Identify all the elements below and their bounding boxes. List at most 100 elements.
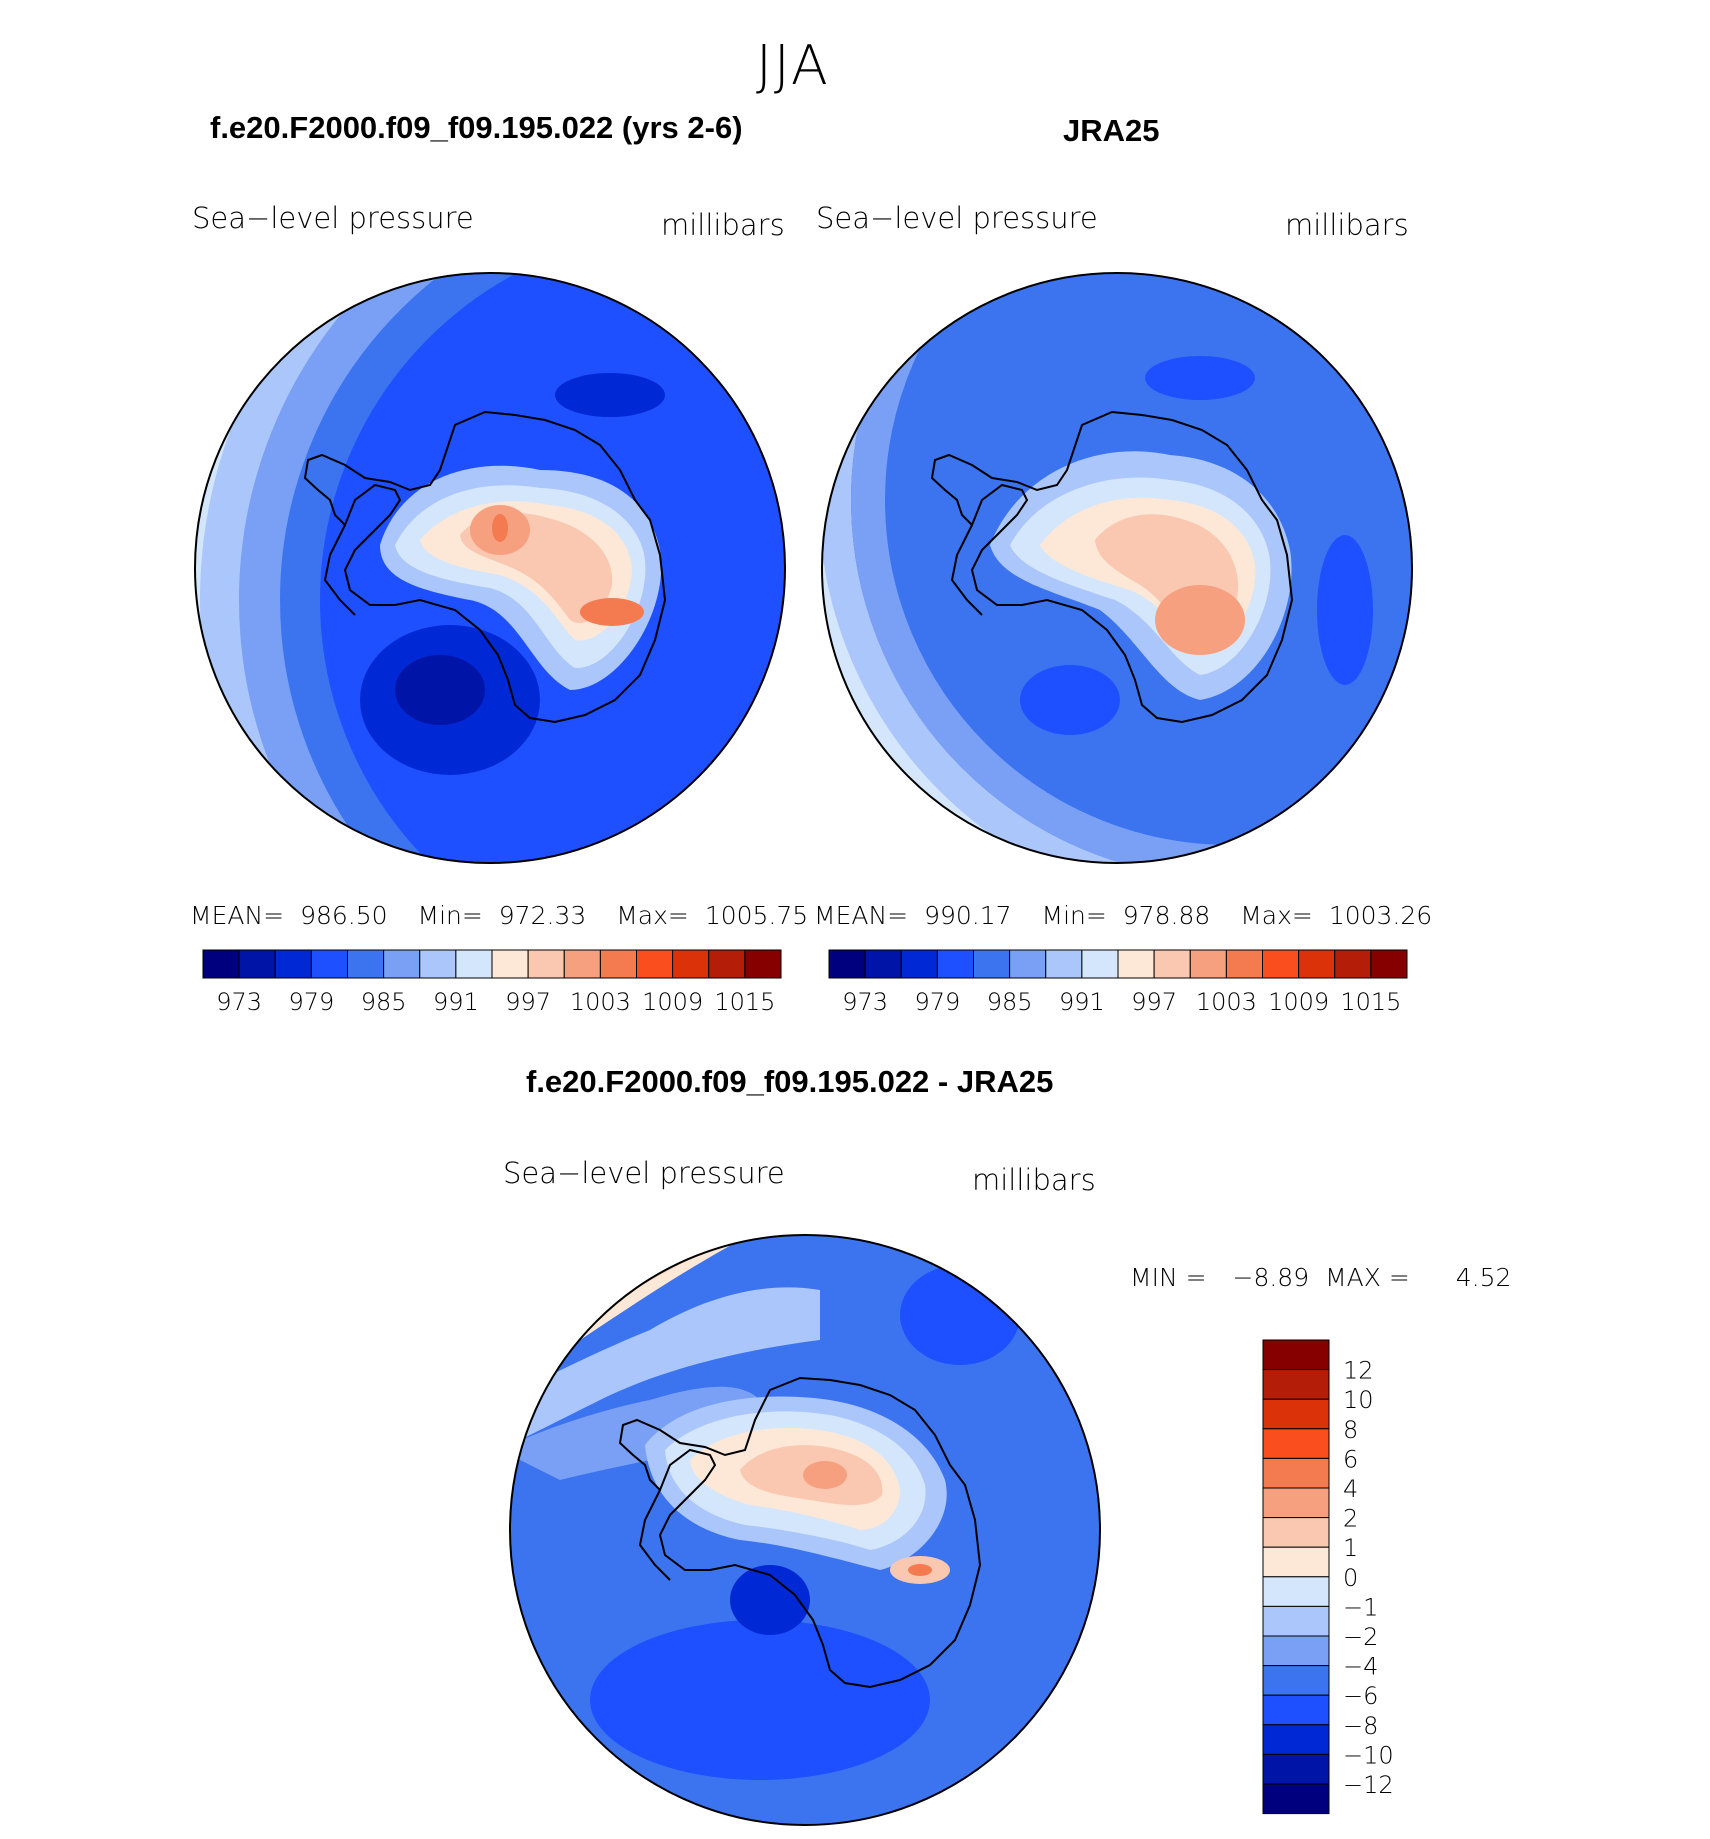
panel-2-colorbar-box — [1370, 949, 1408, 979]
panel-2-units-label: millibars — [1285, 208, 1409, 242]
panel-3-colorbar-box — [1262, 1665, 1330, 1696]
panel-2-colorbar-tick-label: 1009 — [1268, 988, 1329, 1016]
panel-3-map-border — [509, 1234, 1101, 1826]
panel-1-colorbar-box — [347, 949, 385, 979]
panel-1-mean-value: 986.50 — [300, 901, 388, 930]
panel-1-colorbar-box — [744, 949, 782, 979]
panel-1-colorbar-box — [274, 949, 312, 979]
panel-2-map-border — [821, 272, 1413, 864]
panel-3-min-label: MIN = — [1130, 1263, 1207, 1292]
panel-1-title: f.e20.F2000.f09_f09.195.022 (yrs 2-6) — [210, 110, 743, 145]
panel-3-variable-label: Sea−level pressure — [503, 1156, 785, 1190]
panel-2-max-value: 1003.26 — [1328, 901, 1433, 930]
panel-3-max-label: MAX = — [1325, 1263, 1410, 1292]
panel-1-colorbar-tick-label: 973 — [216, 988, 262, 1016]
panel-3-colorbar-box — [1262, 1605, 1330, 1637]
panel-2-colorbar-box — [864, 949, 902, 979]
panel-1-colorbar-box — [419, 949, 457, 979]
panel-3-colorbar-box — [1262, 1339, 1330, 1371]
panel-1-colorbar-box — [491, 949, 529, 979]
panel-2-map — [822, 273, 1412, 863]
panel-3-colorbar-tick-label: 8 — [1343, 1416, 1358, 1444]
panel-2-colorbar-box — [1009, 949, 1047, 979]
panel-3-colorbar-tick-label: −8 — [1343, 1712, 1378, 1740]
panel-3-colorbar-tick-label: 10 — [1343, 1386, 1374, 1414]
panel-2-colorbar-box — [1045, 949, 1083, 979]
panel-2-colorbar-box — [828, 949, 866, 979]
panel-1-peninsula — [323, 524, 356, 616]
panel-2-colorbar: 973 979 985 991 997 1003 1009 1015 — [828, 949, 1408, 1016]
panel-3-colorbar-tick-label: −2 — [1343, 1623, 1378, 1651]
panel-3-colorbar-box — [1262, 1369, 1330, 1400]
panel-3-units-label: millibars — [972, 1163, 1096, 1197]
panel-2-title: JRA25 — [1063, 113, 1160, 148]
panel-3-colorbar-box — [1262, 1753, 1330, 1785]
panel-2-colorbar-box — [1189, 949, 1227, 979]
panel-3-colorbar-box — [1262, 1517, 1330, 1548]
panel-3-colorbar-tick-label: 12 — [1343, 1357, 1374, 1385]
panel-1-colorbar-box — [599, 949, 637, 979]
panel-2-stats: MEAN= 990.17 Min= 978.88 Max= 1003.26 — [814, 901, 1432, 930]
panel-3-colorbar-tick-label: 1 — [1343, 1534, 1358, 1562]
panel-3-colorbar-box — [1262, 1783, 1330, 1815]
panel-1-colorbar-tick-label: 1009 — [642, 988, 703, 1016]
panel-1-map — [195, 273, 785, 863]
panel-1-min-value: 972.33 — [498, 901, 587, 930]
panel-1-colorbar-box — [310, 949, 348, 979]
panel-3-colorbar-tick-label: 6 — [1343, 1445, 1358, 1473]
panel-1-colorbar-box — [202, 949, 240, 979]
panel-2-colorbar-box — [973, 949, 1011, 979]
panel-1-max-value: 1005.75 — [704, 901, 809, 930]
panel-3-map — [510, 1235, 1100, 1825]
panel-1-colorbar-tick-label: 1015 — [714, 988, 775, 1016]
panel-1-colorbar-tick-label: 985 — [361, 988, 407, 1016]
panel-1-antarctica-coastline — [303, 410, 667, 724]
panel-1-min-label: Min= — [417, 901, 483, 930]
panel-1-units-label: millibars — [661, 208, 785, 242]
panel-1-mean-label: MEAN= — [190, 901, 285, 930]
panel-3-colorbar-box — [1262, 1635, 1330, 1667]
panel-1-colorbar-box — [455, 949, 493, 979]
panel-1-colorbar-box — [708, 949, 746, 979]
panel-1-colorbar-tick-label: 997 — [505, 988, 551, 1016]
panel-3-colorbar-tick-label: −12 — [1343, 1771, 1394, 1799]
panel-3-colorbar-tick-label: −1 — [1343, 1593, 1378, 1621]
panel-3-colorbar-box — [1262, 1487, 1330, 1519]
panel-2-colorbar-box — [1081, 949, 1119, 979]
panel-2-colorbar-box — [1298, 949, 1336, 979]
panel-2-colorbar-box — [900, 949, 938, 979]
panel-1-stats: MEAN= 986.50 Min= 972.33 Max= 1005.75 — [190, 901, 808, 930]
panel-2-max-label: Max= — [1240, 901, 1313, 930]
figure-season-title: JJA — [756, 34, 830, 97]
panel-3-colorbar-box — [1262, 1428, 1330, 1459]
panel-3-colorbar-tick-label: −4 — [1343, 1653, 1378, 1681]
panel-1-variable-label: Sea−level pressure — [192, 201, 474, 235]
panel-2-antarctica-coastline — [930, 410, 1294, 724]
panel-2-colorbar-tick-label: 997 — [1131, 988, 1177, 1016]
panel-2-colorbar-tick-label: 985 — [987, 988, 1033, 1016]
panel-2-colorbar-box — [936, 949, 974, 979]
panel-3-colorbar-tick-label: 2 — [1343, 1505, 1358, 1533]
panel-2-min-label: Min= — [1041, 901, 1107, 930]
panel-3-colorbar-box — [1262, 1546, 1330, 1578]
panel-2-colorbar-tick-label: 979 — [914, 988, 960, 1016]
panel-1-colorbar-tick-label: 991 — [433, 988, 479, 1016]
panel-1-colorbar-box — [672, 949, 710, 979]
panel-2-mean-label: MEAN= — [814, 901, 909, 930]
panel-3-colorbar-box — [1262, 1724, 1330, 1755]
panel-3-antarctica-coastline — [618, 1376, 982, 1689]
panel-1-max-label: Max= — [616, 901, 689, 930]
panel-2-peninsula — [950, 524, 983, 616]
panel-3-stats: MIN = −8.89 MAX = 4.52 — [1130, 1263, 1511, 1292]
panel-3-colorbar-box — [1262, 1694, 1330, 1726]
panel-2-colorbar-box — [1225, 949, 1263, 979]
panel-2-colorbar-tick-label: 973 — [842, 988, 888, 1016]
panel-2-min-value: 978.88 — [1122, 901, 1211, 930]
panel-2-colorbar-tick-label: 1003 — [1196, 988, 1257, 1016]
panel-3-max-value: 4.52 — [1455, 1263, 1512, 1292]
panel-3-min-value: −8.89 — [1232, 1263, 1310, 1292]
panel-3-colorbar-box — [1262, 1398, 1330, 1430]
panel-2-variable-label: Sea−level pressure — [816, 201, 1098, 235]
